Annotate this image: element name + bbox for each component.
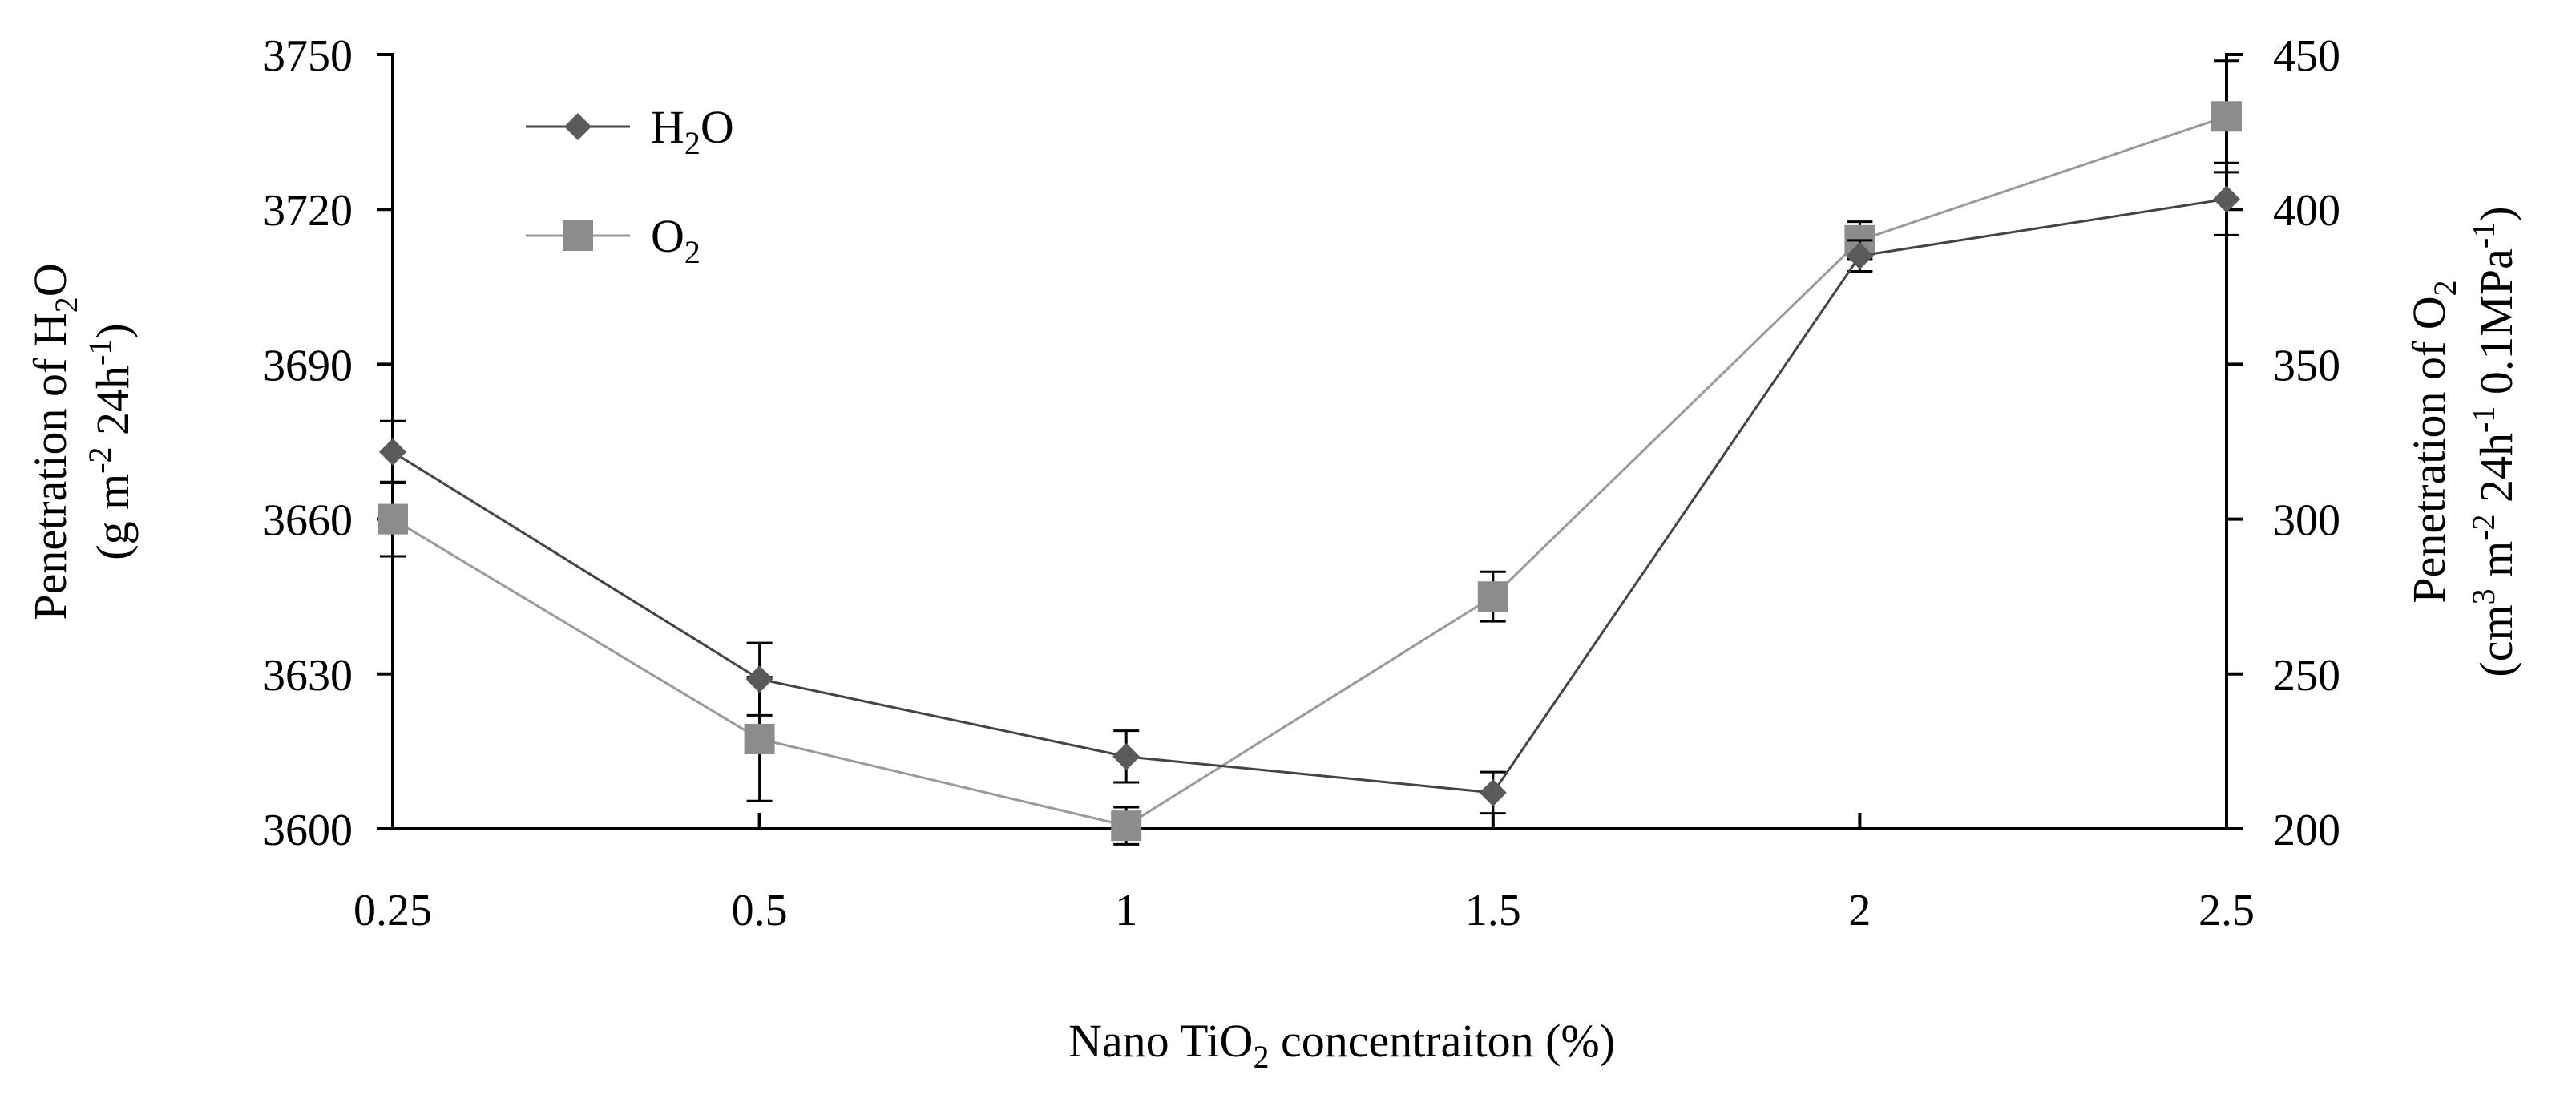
right-y-axis-title-text: Penetration of O (2403, 296, 2455, 603)
x-tick-label: 0.5 (732, 886, 788, 935)
x-axis-title: Nano TiO2 concentraiton (%) (1068, 1015, 1615, 1075)
x-axis-title-text: Nano TiO (1068, 1015, 1253, 1067)
right-y-tick-label: 450 (2273, 31, 2340, 81)
left-y-axis-title-superscript: -2 (82, 446, 118, 473)
series-layer (378, 59, 2242, 846)
left-y-tick-label: 3690 (263, 341, 353, 390)
legend-o2-text: O (651, 210, 684, 262)
legend-o2-label: O2 (651, 210, 701, 270)
left-y-tick-label: 3630 (263, 651, 353, 701)
legend-h2o-text: H (651, 101, 684, 153)
left-y-axis-title-text: O (24, 263, 76, 297)
o2-data-point (1111, 810, 1142, 842)
h2o-data-point (1479, 778, 1507, 806)
legend-o2-subscript: 2 (684, 234, 701, 270)
right-y-tick-label: 350 (2273, 341, 2340, 390)
right-y-tick-label: 250 (2273, 651, 2340, 701)
labels-layer: 3600 3630 3660 3690 3720 3750 200 250 300 350 400 4… (24, 31, 2522, 1075)
o2-line (392, 115, 2227, 827)
right-y-axis-title-text: 0.1MPa (2470, 248, 2522, 406)
h2o-data-point (1112, 742, 1141, 770)
x-axis-title-subscript: 2 (1253, 1039, 1269, 1075)
right-y-axis-title-superscript: -1 (2465, 406, 2501, 433)
right-y-axis-title-superscript: 3 (2465, 588, 2501, 604)
right-y-axis-title-superscript: -1 (2465, 222, 2501, 248)
x-tick-label: 0.25 (353, 886, 432, 935)
left-y-axis-title-line2: (g m-2 24h-1) (82, 323, 139, 560)
right-y-axis-title-text: ) (2470, 206, 2522, 221)
left-y-tick-label: 3660 (263, 496, 353, 546)
x-tick-label: 1.5 (1465, 886, 1521, 935)
left-y-tick-label: 3750 (263, 31, 353, 81)
o2-data-point (744, 723, 775, 754)
right-y-axis-title-text: (cm (2470, 604, 2522, 677)
left-y-axis-title-subscript: 2 (48, 297, 84, 313)
h2o-data-point (379, 438, 406, 466)
left-y-axis-title-line1: Penetration of H2O (24, 263, 84, 620)
right-y-axis-title-text: m (2470, 541, 2522, 589)
right-y-tick-label: 300 (2273, 496, 2340, 546)
left-y-axis-title-text: (g m (87, 474, 139, 560)
x-tick-label: 2.5 (2198, 886, 2255, 935)
h2o-line (392, 197, 2227, 794)
right-y-axis-title-superscript: -2 (2465, 514, 2501, 540)
legend-h2o-label: H2O (651, 101, 734, 161)
left-y-axis-title-text: 24h (87, 366, 139, 447)
x-axis-title-text: concentraiton (%) (1269, 1015, 1615, 1067)
right-y-axis-title-text: 24h (2470, 433, 2522, 515)
legend-h2o-text: O (701, 101, 734, 153)
right-y-tick-label: 200 (2273, 806, 2340, 855)
right-y-axis-title-line2: (cm3 m-2 24h-1 0.1MPa-1) (2465, 206, 2522, 677)
h2o-data-point (1846, 242, 1874, 270)
legend-h2o-marker (564, 113, 592, 140)
left-y-tick-label: 3600 (263, 806, 353, 855)
x-tick-label: 2 (1848, 886, 1871, 935)
left-y-tick-label: 3720 (263, 186, 353, 236)
series-h2o (379, 161, 2240, 815)
right-y-axis-title-line1: Penetration of O2 (2403, 280, 2463, 603)
o2-data-point (378, 503, 408, 535)
x-tick-label: 1 (1115, 886, 1137, 935)
o2-data-point (2211, 101, 2242, 132)
right-y-axis-title-subscript: 2 (2427, 280, 2463, 296)
h2o-data-point (2213, 185, 2240, 213)
legend-h2o-subscript: 2 (684, 125, 701, 161)
left-y-axis-title-text: Penetration of H (24, 313, 76, 620)
left-y-axis-title-text: ) (87, 323, 139, 338)
legend-o2-marker (563, 220, 593, 251)
right-y-tick-label: 400 (2273, 186, 2340, 236)
left-y-axis-title-superscript: -1 (82, 339, 118, 366)
o2-data-point (1477, 581, 1508, 612)
series-o2 (378, 59, 2242, 846)
h2o-data-point (745, 665, 773, 693)
